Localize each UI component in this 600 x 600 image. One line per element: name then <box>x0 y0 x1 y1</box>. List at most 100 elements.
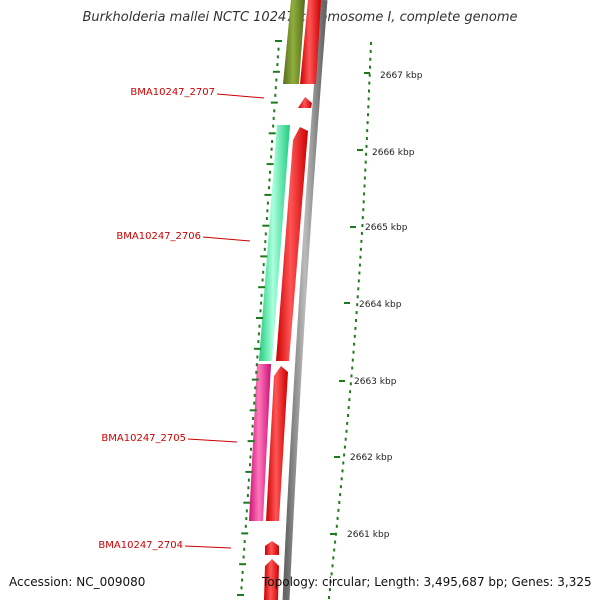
tick-dot <box>264 232 267 236</box>
tick-dot <box>359 247 362 251</box>
tick-dot <box>266 209 269 213</box>
scale-tick-label: 2667 kbp <box>380 71 423 81</box>
topology-label: Topology: circular; Length: 3,495,687 bp… <box>262 575 592 589</box>
tick-dot <box>274 93 277 97</box>
tick-dot <box>346 421 349 425</box>
tick-dot <box>365 144 368 148</box>
scale-tick-label: 2662 kbp <box>350 453 393 463</box>
tick-dot <box>268 178 271 182</box>
tick-dot <box>253 393 256 397</box>
tick-dot <box>254 386 257 390</box>
tick-dot <box>370 42 372 45</box>
tick-dot <box>364 168 367 172</box>
tick-dot <box>243 501 251 504</box>
tick-dot <box>350 374 353 378</box>
tick-dot <box>341 469 344 473</box>
tick-dot <box>362 200 365 204</box>
tick-dot <box>351 358 354 362</box>
tick-dot <box>362 208 365 212</box>
tick-dot <box>347 414 349 417</box>
tick-dot <box>366 129 369 133</box>
tick-dot <box>347 406 350 410</box>
tick-dot <box>265 217 268 220</box>
tick-dot <box>369 49 372 53</box>
gene-block-2705 <box>249 364 271 521</box>
tick-dot <box>264 240 267 244</box>
tick-dot <box>365 152 368 156</box>
tick-dot <box>342 461 345 465</box>
tick-dot <box>269 170 271 174</box>
tick-dot <box>330 572 333 576</box>
tick-dot <box>253 401 256 405</box>
tick-dot <box>354 326 357 330</box>
tick-dot <box>332 556 335 560</box>
tick-dot <box>247 486 250 490</box>
tick-dot <box>258 324 261 328</box>
tick-dot <box>260 255 268 258</box>
tick-track-inner <box>237 40 282 596</box>
tick-dot <box>260 293 263 297</box>
tick-dot <box>241 578 244 582</box>
tick-dot <box>253 347 261 350</box>
tick-dot <box>259 309 262 313</box>
tick-dot <box>334 540 337 544</box>
tick-dot <box>247 478 250 482</box>
tick-dot <box>272 116 275 120</box>
tick-dot <box>256 317 263 319</box>
tick-dot <box>369 65 371 69</box>
tick-dot <box>275 40 282 42</box>
tick-dot <box>249 409 257 412</box>
tick-dot <box>363 176 366 180</box>
tick-dot <box>262 263 265 267</box>
tick-dot <box>258 286 266 289</box>
tick-dot <box>255 363 258 367</box>
tick-dot <box>255 370 258 374</box>
tick-dot <box>268 132 276 135</box>
label-leader-2706 <box>202 236 251 242</box>
tick-dot <box>257 332 260 336</box>
tick-dot <box>274 86 277 90</box>
tick-dot <box>245 509 248 513</box>
tick-dot <box>247 440 255 443</box>
tick-dot <box>351 366 354 370</box>
tick-dot <box>249 455 252 459</box>
gene-label-2705: BMA10247_2705 <box>101 433 186 444</box>
tick-dot <box>355 311 358 315</box>
tick-dot <box>276 63 279 67</box>
tick-dot <box>270 147 273 151</box>
tick-dot <box>271 140 274 143</box>
tick-dot <box>349 390 352 394</box>
tick-dot <box>329 580 332 584</box>
tick-dot <box>328 596 330 599</box>
tick-dot <box>365 137 368 140</box>
tick-dot <box>239 563 247 566</box>
genome-backbone <box>282 0 328 600</box>
scale-tick-label: 2665 kbp <box>365 223 408 233</box>
tick-dot <box>333 548 336 552</box>
cds-block-red-top <box>300 0 321 84</box>
tick-dot <box>262 270 265 274</box>
tick-dot <box>251 424 254 428</box>
tick-dot <box>266 201 269 205</box>
tick-dot <box>244 524 247 528</box>
tick-dot <box>256 355 259 359</box>
gene-label-2706: BMA10247_2706 <box>116 231 201 242</box>
gene-block-olive <box>283 0 305 84</box>
tick-dot <box>360 231 363 235</box>
tick-dot <box>273 109 276 113</box>
tick-dot <box>345 429 348 433</box>
tick-dot <box>338 501 341 504</box>
tick-dot <box>251 432 254 436</box>
tick-dot <box>251 378 259 381</box>
tick-dot <box>276 55 279 59</box>
tick-dot <box>264 193 272 196</box>
tick-dot <box>263 247 266 251</box>
tick-dot <box>262 224 270 227</box>
tick-dot <box>356 303 359 307</box>
tick-dot <box>357 287 360 291</box>
gene-block-2706 <box>259 125 290 361</box>
tick-dot <box>245 517 248 521</box>
tick-track-outer <box>328 42 372 599</box>
tick-dot <box>270 155 273 159</box>
tick-dot <box>355 319 357 322</box>
